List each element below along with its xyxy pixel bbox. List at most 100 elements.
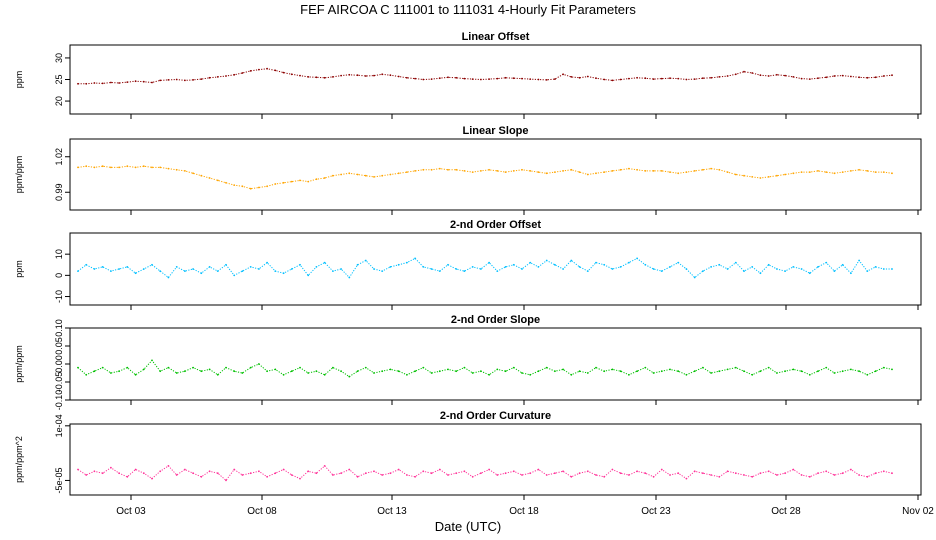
data-point <box>381 474 384 476</box>
y-tick-label: 0.99 <box>54 183 64 201</box>
data-point <box>463 77 466 80</box>
data-point <box>192 366 195 369</box>
data-point <box>677 472 680 475</box>
data-point <box>184 370 186 373</box>
data-point <box>537 468 540 471</box>
panel-title: Linear Offset <box>462 31 530 43</box>
data-point <box>241 270 244 272</box>
data-point <box>537 78 540 81</box>
data-point <box>882 268 885 270</box>
data-point <box>858 370 860 373</box>
data-point <box>874 370 877 373</box>
data-point <box>142 472 145 475</box>
data-point <box>101 472 104 475</box>
data-point <box>126 266 129 268</box>
data-point <box>290 180 293 183</box>
data-point <box>299 366 301 369</box>
data-point <box>743 370 745 373</box>
data-point <box>800 171 803 174</box>
data-point <box>249 266 252 268</box>
data-point <box>93 82 96 84</box>
data-point <box>570 76 573 78</box>
data-point <box>562 470 564 473</box>
data-point <box>151 263 153 266</box>
data-point <box>636 257 638 260</box>
data-point <box>134 166 137 169</box>
data-point <box>340 268 342 270</box>
data-point <box>430 78 433 80</box>
data-point <box>241 185 244 188</box>
data-point <box>126 366 129 369</box>
series-5 <box>77 465 893 482</box>
data-point <box>570 373 573 376</box>
y-tick-label: -0.05 <box>54 372 64 393</box>
data-point <box>356 263 359 266</box>
data-point <box>784 173 786 176</box>
data-point <box>126 165 129 168</box>
data-point <box>455 472 458 475</box>
data-point <box>101 82 104 85</box>
data-point <box>397 75 400 78</box>
data-point <box>644 77 647 80</box>
data-point <box>307 470 310 473</box>
data-point <box>225 181 227 184</box>
series-3 <box>77 257 893 279</box>
data-point <box>471 372 474 374</box>
data-point <box>373 372 375 374</box>
data-point <box>364 259 367 262</box>
data-point <box>850 468 852 471</box>
data-point <box>159 79 162 82</box>
data-point <box>512 366 515 369</box>
data-point <box>208 266 211 268</box>
series-1 <box>77 67 893 85</box>
panel-frame <box>69 138 922 211</box>
data-point <box>595 474 597 476</box>
data-point <box>619 266 622 268</box>
data-point <box>332 174 334 177</box>
data-point <box>891 268 893 270</box>
data-point <box>866 170 869 172</box>
data-point <box>677 172 680 175</box>
data-point <box>891 368 893 371</box>
panel-frame <box>69 232 922 306</box>
series-line <box>77 257 892 279</box>
data-point <box>175 474 178 476</box>
data-point <box>389 472 392 475</box>
data-point <box>192 172 195 175</box>
data-point <box>636 76 638 79</box>
data-point <box>825 171 828 174</box>
data-point <box>200 78 203 80</box>
data-point <box>570 475 573 478</box>
data-point <box>241 72 244 74</box>
data-point <box>636 470 638 473</box>
data-point <box>554 370 556 373</box>
data-point <box>512 170 515 172</box>
data-point <box>685 78 688 81</box>
data-point <box>175 372 178 374</box>
data-point <box>784 370 786 373</box>
data-point <box>784 74 786 77</box>
data-point <box>249 70 252 72</box>
x-tick-label: Oct 13 <box>377 506 407 517</box>
data-point <box>307 180 310 183</box>
data-point <box>858 76 860 79</box>
data-point <box>554 78 556 80</box>
data-point <box>364 174 367 177</box>
series-line <box>77 165 893 190</box>
y-axis-label: ppm/ppm <box>14 156 24 194</box>
data-point <box>348 468 351 471</box>
data-point <box>307 372 310 374</box>
data-point <box>101 266 104 268</box>
data-point <box>693 78 696 80</box>
data-point <box>192 79 195 81</box>
panel-3: 2-nd Order Offset ppm -10 0 10 <box>14 219 922 310</box>
data-point <box>841 74 844 77</box>
data-point <box>833 372 836 374</box>
x-tick-label: Oct 28 <box>771 506 801 517</box>
data-point <box>488 78 490 80</box>
data-point <box>315 266 318 268</box>
data-point <box>537 266 540 268</box>
data-point <box>529 78 532 80</box>
data-point <box>299 263 301 266</box>
data-point <box>274 69 277 72</box>
